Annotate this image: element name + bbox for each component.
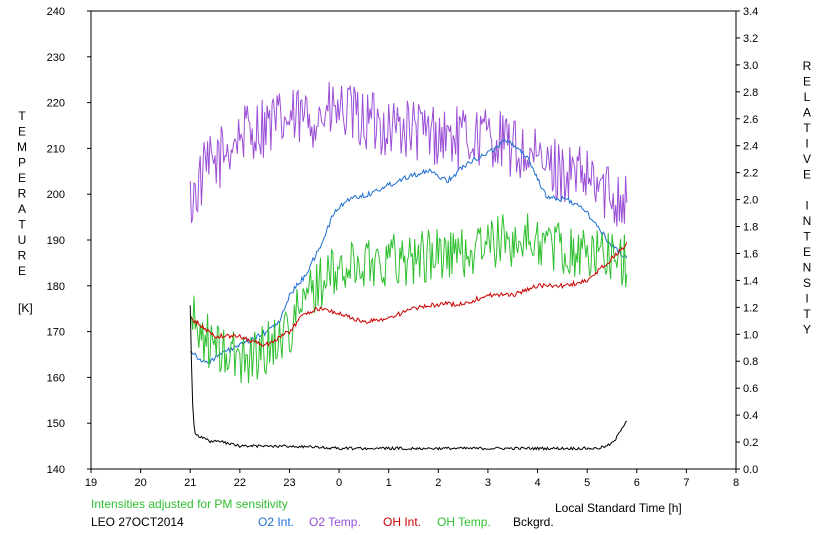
left-unit-label: [K]: [18, 301, 33, 315]
y-left-tick-label: 190: [47, 235, 65, 247]
y-right-tick-label: 1.2: [743, 302, 758, 314]
series-line-oh-int-: [189, 242, 628, 347]
y-right-tick-label: 0.8: [743, 356, 758, 368]
y-left-tick-label: 170: [47, 327, 65, 339]
x-tick-label: 0: [336, 477, 342, 489]
y-left-tick-label: 230: [47, 52, 65, 64]
y-right-tick-label: 3.0: [743, 60, 758, 72]
y-right-tick-label: 1.6: [743, 248, 758, 260]
y-right-tick-label: 0.4: [743, 410, 758, 422]
legend-entry: Bckgrd.: [513, 515, 554, 529]
y-left-tick-label: 240: [47, 6, 65, 18]
x-tick-label: 3: [485, 477, 491, 489]
series-line-oh-temp-: [189, 213, 628, 384]
legend-entry: OH Temp.: [437, 515, 491, 529]
x-tick-label: 5: [584, 477, 590, 489]
x-tick-label: 1: [386, 477, 392, 489]
y-right-tick-label: 2.0: [743, 195, 758, 207]
x-tick-label: 8: [733, 477, 739, 489]
legend-entry: OH Int.: [383, 515, 421, 529]
x-tick-label: 6: [634, 477, 640, 489]
y-left-tick-label: 150: [47, 418, 65, 430]
x-tick-label: 7: [683, 477, 689, 489]
y-right-tick-label: 1.8: [743, 222, 758, 234]
y-axis-right: 0.0 0.2 0.4 0.6 0.8 1.0 1.2 1.4 1.6 1.8 2.0 2.2 2.4 2…: [736, 6, 758, 476]
y-axis-left: 140 150 160 170 180 190 200 210 220 230 240: [47, 6, 91, 476]
x-tick-label: 19: [85, 477, 97, 489]
station-label: LEO 27OCT2014: [91, 515, 184, 529]
y-right-tick-label: 2.4: [743, 141, 758, 153]
x-tick-label: 20: [134, 477, 146, 489]
y-right-tick-label: 2.2: [743, 168, 758, 180]
x-axis: 19 20 21 22 23 0 1 2 3 4 5 6 7 8: [85, 469, 739, 489]
y-right-tick-label: 3.4: [743, 6, 758, 18]
y-left-tick-label: 200: [47, 189, 65, 201]
y-right-tick-label: 2.8: [743, 87, 758, 99]
y-left-tick-label: 140: [47, 464, 65, 476]
series-line-bckgrd-: [189, 305, 628, 451]
x-tick-label: 2: [435, 477, 441, 489]
y-left-tick-label: 180: [47, 281, 65, 293]
legend-entry: O2 Temp.: [309, 515, 361, 529]
legend-entry: O2 Int.: [258, 515, 294, 529]
y-right-tick-label: 1.0: [743, 329, 758, 341]
x-tick-label: 23: [283, 477, 295, 489]
y-right-tick-label: 3.2: [743, 33, 758, 45]
y-right-tick-label: 0.6: [743, 383, 758, 395]
y-left-tick-label: 220: [47, 98, 65, 110]
x-tick-label: 21: [184, 477, 196, 489]
series-line-o2-temp-: [189, 81, 628, 227]
plot-frame: [90, 10, 737, 470]
y-left-tick-label: 210: [47, 143, 65, 155]
series-layer: [189, 81, 628, 451]
y-right-tick-label: 1.4: [743, 275, 758, 287]
y-right-tick-label: 0.2: [743, 437, 758, 449]
x-tick-label: 22: [234, 477, 246, 489]
y-left-tick-label: 160: [47, 372, 65, 384]
x-tick-label: 4: [534, 477, 540, 489]
y-right-tick-label: 2.6: [743, 114, 758, 126]
x-axis-label: Local Standard Time [h]: [555, 501, 682, 515]
sensitivity-note: Intensities adjusted for PM sensitivity: [91, 497, 288, 511]
y-right-tick-label: 0.0: [743, 464, 758, 476]
legend: O2 Int. O2 Temp. OH Int. OH Temp. Bckgrd.: [258, 515, 554, 529]
